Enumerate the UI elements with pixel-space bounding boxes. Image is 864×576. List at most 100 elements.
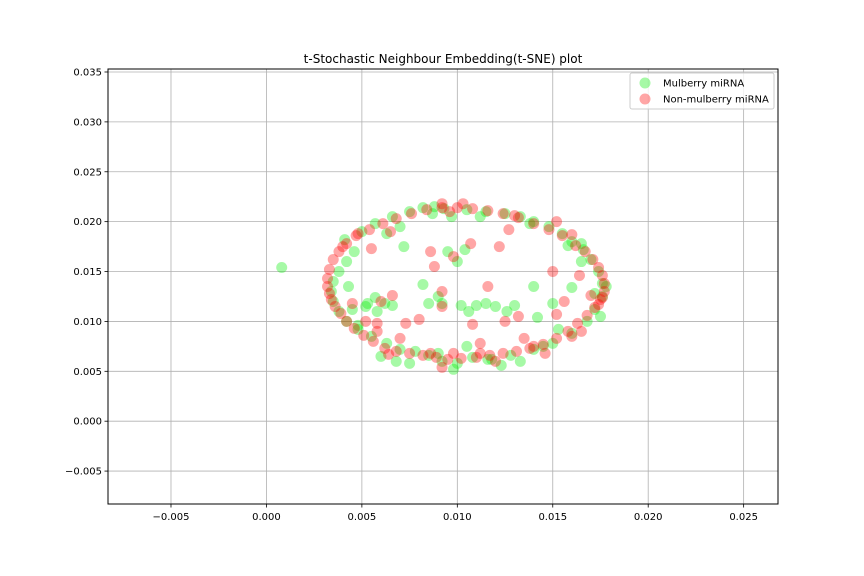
mulberry-point xyxy=(489,300,501,312)
non-mulberry-point xyxy=(406,208,418,220)
non-mulberry-point xyxy=(383,348,395,360)
mulberry-point xyxy=(438,203,450,215)
mulberry-point xyxy=(327,295,339,307)
non-mulberry-point xyxy=(371,317,383,329)
mulberry-point xyxy=(575,256,587,268)
non-mulberry-point xyxy=(386,289,398,301)
mulberry-point xyxy=(499,208,511,220)
mulberry-point xyxy=(528,281,540,292)
mulberry-point xyxy=(352,319,364,331)
non-mulberry-point xyxy=(352,228,364,240)
y-tick-label: 0.025 xyxy=(73,167,102,178)
non-mulberry-point xyxy=(390,345,402,357)
non-mulberry-point xyxy=(390,213,402,225)
non-mulberry-point xyxy=(596,270,608,282)
mulberry-point xyxy=(461,340,473,352)
non-mulberry-point xyxy=(430,351,442,363)
plot-frame xyxy=(107,68,779,505)
mulberry-point xyxy=(333,266,345,278)
non-mulberry-point xyxy=(467,203,479,215)
non-mulberry-point xyxy=(323,264,335,276)
non-mulberry-point xyxy=(598,278,610,290)
mulberry-point xyxy=(524,218,536,230)
non-mulberry-point xyxy=(335,307,347,319)
non-mulberry-point xyxy=(436,300,448,312)
non-mulberry-point xyxy=(337,241,349,253)
non-mulberry-point xyxy=(436,285,448,297)
mulberry-point xyxy=(339,234,351,246)
non-mulberry-point xyxy=(518,332,530,344)
y-tick-label: −0.005 xyxy=(65,467,102,478)
non-mulberry-point xyxy=(543,224,555,236)
legend-label-non-mulberry: Non-mulberry miRNA xyxy=(663,95,769,106)
non-mulberry-point xyxy=(551,332,563,344)
non-mulberry-point xyxy=(539,347,551,359)
mulberry-point xyxy=(537,340,549,352)
mulberry-point xyxy=(556,228,568,240)
mulberry-point xyxy=(417,202,429,214)
non-mulberry-point xyxy=(474,347,486,359)
mulberry-point xyxy=(470,299,482,311)
mulberry-point xyxy=(562,240,574,252)
mulberry-point xyxy=(327,276,339,288)
non-mulberry-point xyxy=(598,285,610,297)
non-mulberry-point xyxy=(512,310,524,322)
non-mulberry-point xyxy=(585,289,597,301)
chart-title: t-Stochastic Neighbour Embedding(t-SNE) … xyxy=(304,52,583,66)
non-mulberry-point xyxy=(566,330,578,342)
non-mulberry-point xyxy=(455,352,467,364)
legend: Mulberry miRNA Non-mulberry miRNA xyxy=(629,72,775,110)
mulberry-point xyxy=(543,221,555,233)
mulberry-point xyxy=(593,266,605,278)
mulberry-point xyxy=(325,285,337,297)
y-tick-label: 0.000 xyxy=(73,417,102,428)
y-tick-label: 0.035 xyxy=(73,67,102,78)
mulberry-point xyxy=(577,244,589,256)
non-mulberry-point xyxy=(482,281,494,292)
mulberry-point xyxy=(362,297,374,309)
non-mulberry-point xyxy=(413,313,425,325)
mulberry-point xyxy=(390,355,402,367)
non-mulberry-point xyxy=(596,291,608,303)
non-mulberry-point xyxy=(551,216,563,228)
non-mulberry-point xyxy=(358,329,370,341)
mulberry-point xyxy=(528,343,540,355)
non-mulberry-point xyxy=(394,332,406,344)
non-mulberry-point xyxy=(442,353,454,365)
mulberry-point xyxy=(423,297,435,309)
mulberry-point xyxy=(417,279,429,291)
mulberry-point xyxy=(446,211,458,223)
non-mulberry-point xyxy=(428,261,440,273)
mulberry-point xyxy=(356,226,368,238)
mulberry-point xyxy=(428,201,440,213)
mulberry-point xyxy=(451,357,463,369)
legend-marker-non-mulberry xyxy=(639,93,651,105)
mulberry-point xyxy=(552,323,564,335)
non-mulberry-point xyxy=(509,210,521,222)
mulberry-point xyxy=(514,211,526,223)
non-mulberry-point xyxy=(499,315,511,327)
y-tick-label: 0.005 xyxy=(73,367,102,378)
non-mulberry-point xyxy=(570,240,582,252)
non-mulberry-point xyxy=(436,361,448,373)
non-mulberry-point xyxy=(558,295,570,307)
non-mulberry-point xyxy=(444,206,456,218)
non-mulberry-point xyxy=(367,335,379,347)
mulberry-point xyxy=(333,305,345,317)
mulberry-point xyxy=(600,281,612,292)
non-mulberry-point xyxy=(436,202,448,214)
non-mulberry-point xyxy=(325,293,337,305)
y-tick-label: 0.010 xyxy=(73,317,102,328)
mulberry-point xyxy=(375,350,387,362)
mulberry-point xyxy=(495,359,507,371)
non-mulberry-point xyxy=(556,230,568,242)
mulberry-point xyxy=(394,221,406,233)
non-mulberry-point xyxy=(575,325,587,337)
mulberry-point xyxy=(514,355,526,367)
mulberry-point xyxy=(432,290,444,302)
non-mulberry-point xyxy=(572,317,584,329)
non-mulberry-point xyxy=(497,208,509,220)
y-tick-label: 0.030 xyxy=(73,117,102,128)
mulberry-point xyxy=(474,211,486,223)
mulberry-point xyxy=(404,206,416,218)
